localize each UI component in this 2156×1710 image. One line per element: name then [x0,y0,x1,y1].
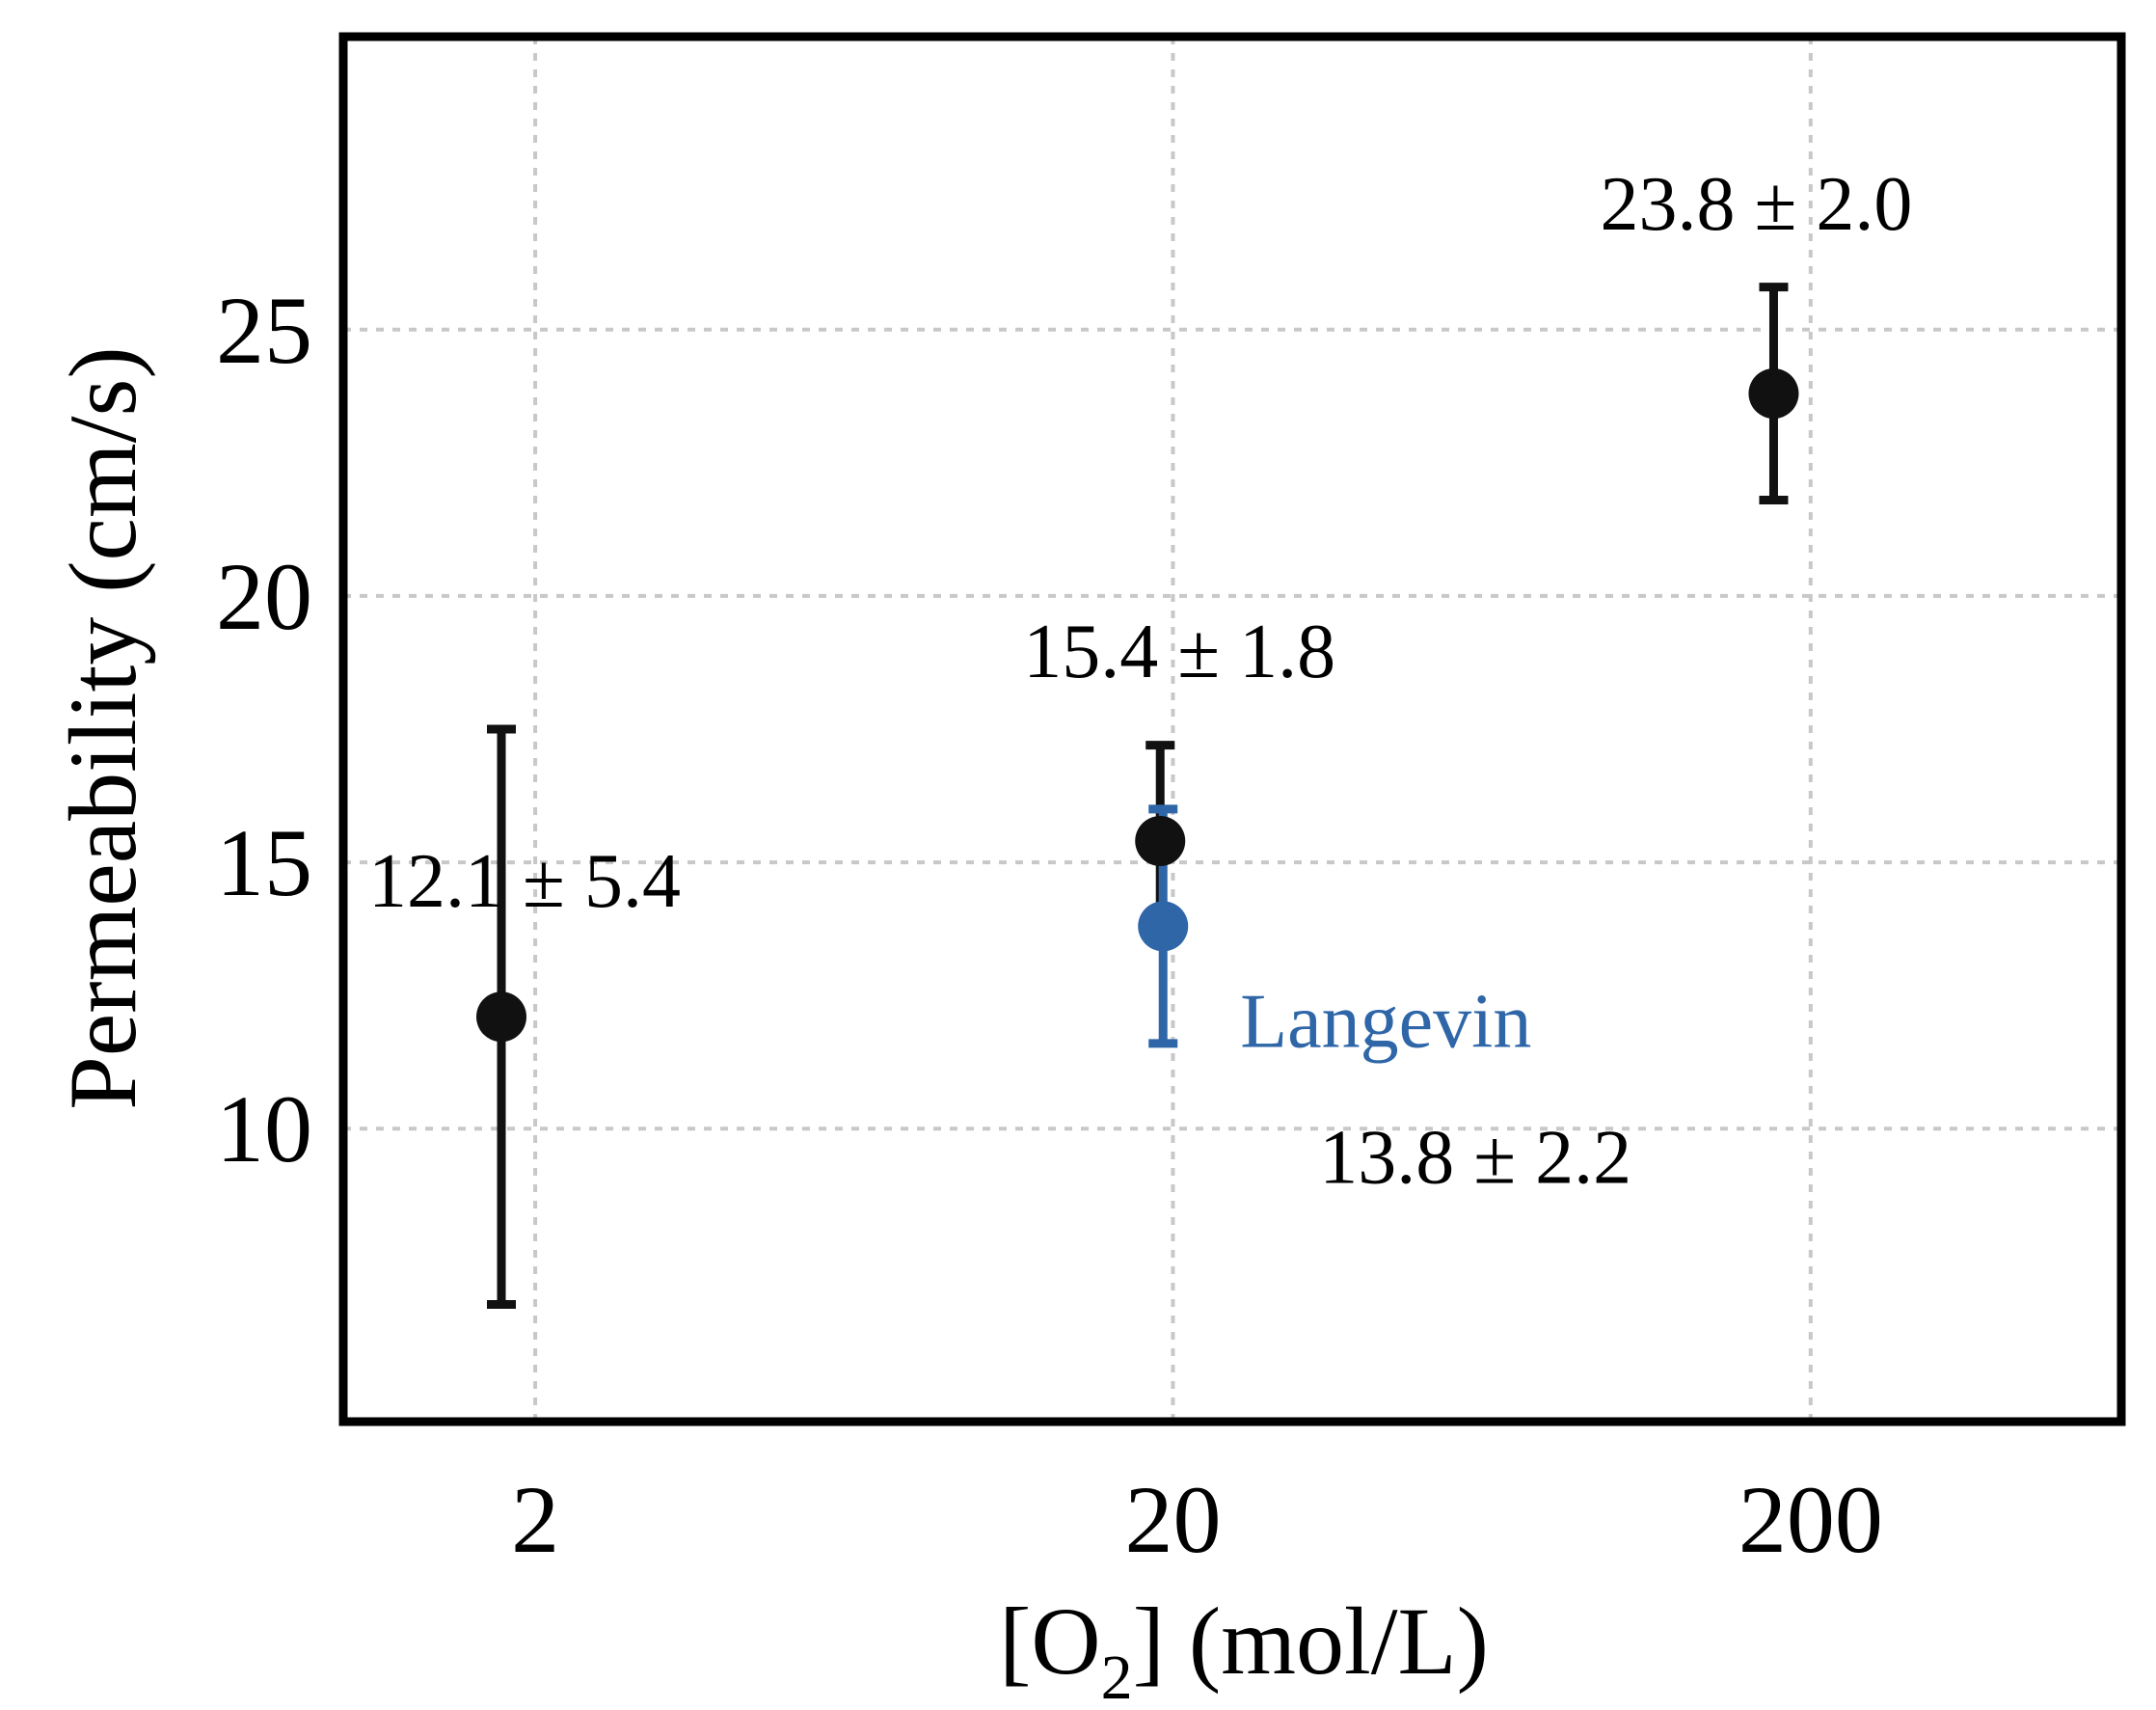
y-tick-label-20: 20 [216,543,312,650]
value-label-md-1: 15.4 ± 1.8 [1023,610,1335,694]
y-tick-label-15: 15 [216,809,312,916]
point-md-1 [1135,815,1186,866]
value-label-langevin-0: 13.8 ± 2.2 [1319,1115,1631,1200]
x-axis-title: [O2] (mol/L) [999,1588,1489,1710]
y-axis-title: Permeability (cm/s) [49,346,156,1109]
grid-layer [343,37,2121,1422]
point-md-0 [476,991,527,1043]
x-tick-label-20: 20 [1124,1466,1221,1573]
value-label-md-2: 23.8 ± 2.0 [1601,162,1913,247]
data-labels: 12.1 ± 5.4 15.4 ± 1.8 23.8 ± 2.0 13.8 ± 2.2… [368,162,1912,1200]
x-tick-label-200: 200 [1738,1466,1883,1573]
point-langevin-0 [1138,901,1189,952]
data-points [476,368,1799,1043]
y-tick-label-25: 25 [216,277,312,384]
plot-frame [338,32,2126,1426]
y-tick-label-10: 10 [216,1075,312,1182]
series-annotation-0: Langevin [1240,979,1531,1064]
point-md-2 [1748,368,1799,420]
value-label-md-0: 12.1 ± 5.4 [368,839,681,924]
tick-labels: 2 20 200 10 15 20 25 [216,277,1883,1573]
x-tick-label-2: 2 [511,1466,559,1573]
